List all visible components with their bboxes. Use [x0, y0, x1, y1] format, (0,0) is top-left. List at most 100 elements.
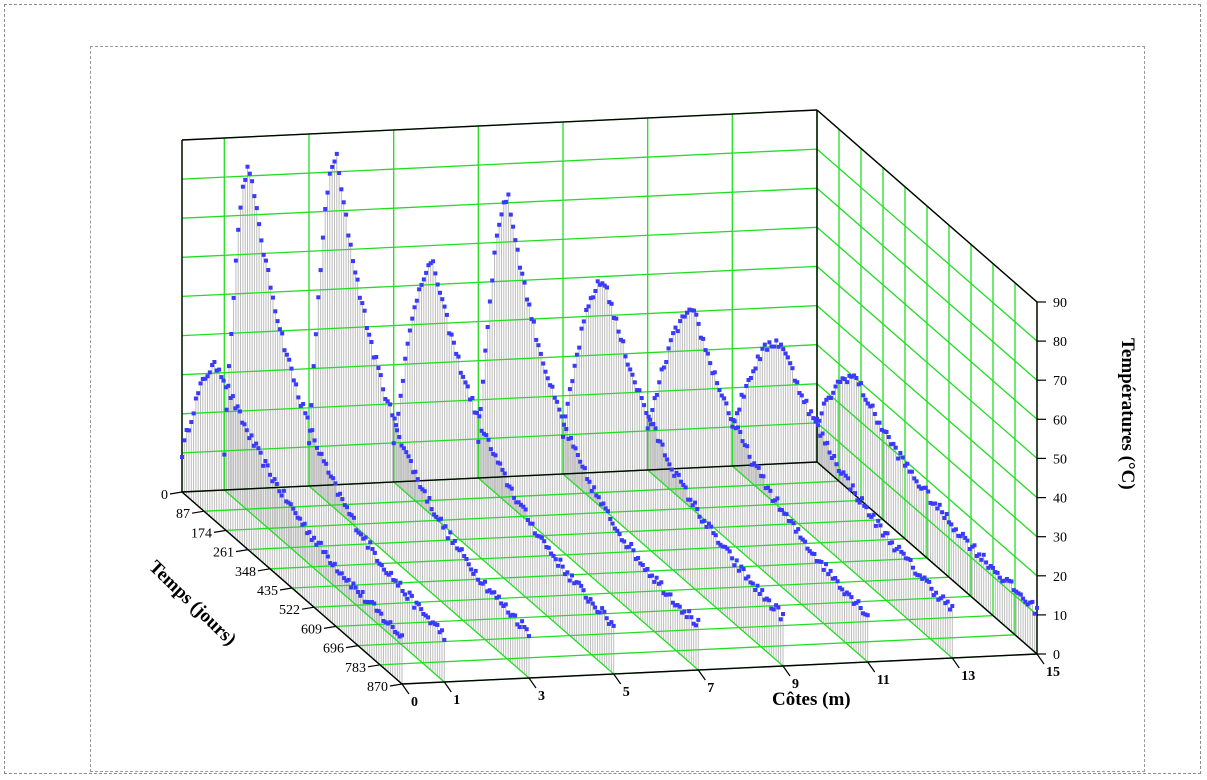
y-tick-mark-6	[301, 606, 315, 610]
data-point-0-73	[349, 585, 354, 590]
data-point-5-43	[660, 442, 665, 447]
data-point-7-67	[885, 531, 890, 536]
data-point-8-70	[977, 552, 982, 557]
data-point-4-70	[638, 561, 643, 566]
data-point-3-28	[456, 354, 461, 359]
data-point-2-53	[429, 507, 434, 512]
data-point-1-41	[317, 451, 322, 456]
data-point-6-49	[759, 473, 764, 478]
data-point-2-81	[494, 595, 499, 600]
data-point-1-47	[331, 476, 336, 481]
data-point-0-14	[212, 360, 217, 364]
data-point-2-69	[466, 562, 471, 567]
data-point-0-74	[351, 581, 356, 586]
data-point-5-8	[579, 326, 584, 331]
frame-edge-0	[181, 461, 818, 493]
x-tick-label-1: 1	[453, 693, 460, 708]
data-point-2-87	[508, 613, 513, 618]
data-point-0-91	[390, 625, 395, 629]
data-point-1-56	[352, 515, 356, 520]
data-point-1-91	[433, 622, 438, 627]
data-point-6-74	[817, 559, 821, 564]
data-point-6-70	[807, 549, 812, 554]
data-point-3-20	[438, 290, 442, 295]
data-point-7-0	[730, 424, 735, 429]
data-point-3-38	[479, 428, 484, 433]
data-point-5-84	[755, 583, 760, 588]
data-point-2-92	[520, 619, 525, 624]
data-point-4-93	[691, 621, 696, 626]
data-point-2-82	[496, 594, 501, 599]
x-tick-label-8: 15	[1046, 665, 1060, 680]
data-point-3-19	[435, 282, 440, 287]
data-point-1-15	[257, 222, 262, 227]
data-point-4-3	[483, 348, 488, 353]
data-point-8-90	[1023, 599, 1028, 604]
data-point-1-78	[403, 592, 407, 597]
z-tick-label-7: 70	[1053, 374, 1067, 389]
data-point-6-72	[812, 552, 817, 556]
data-point-0-41	[274, 482, 279, 486]
data-point-5-76	[737, 568, 741, 573]
data-point-6-57	[777, 507, 782, 512]
data-point-3-48	[502, 471, 507, 476]
data-point-1-48	[333, 481, 338, 486]
floor-gridline-t-1	[203, 480, 840, 512]
data-point-3-6	[405, 341, 410, 346]
data-point-8-55	[942, 516, 947, 520]
y-tick-mark-4	[257, 568, 271, 572]
data-point-5-21	[609, 301, 614, 306]
x-tick-label-2: 3	[538, 689, 545, 704]
data-point-0-38	[268, 472, 272, 477]
data-point-0-95	[400, 633, 404, 638]
data-point-1-82	[412, 605, 417, 610]
data-point-7-55	[857, 500, 862, 505]
data-point-2-17	[346, 233, 351, 238]
data-point-8-35	[896, 456, 901, 461]
data-point-8-66	[967, 547, 972, 551]
data-point-8-73	[984, 560, 989, 565]
x-tick-label-7: 13	[961, 669, 975, 684]
data-point-5-14	[593, 289, 598, 293]
data-point-8-68	[972, 543, 977, 548]
data-point-2-35	[388, 402, 393, 407]
data-point-2-29	[374, 355, 379, 359]
data-point-2-15	[341, 200, 346, 205]
data-point-1-43	[321, 459, 326, 464]
data-point-7-7	[746, 378, 751, 382]
x-tick-mark-1	[443, 681, 452, 693]
data-point-7-19	[774, 338, 779, 343]
data-point-4-15	[511, 224, 516, 229]
data-point-7-9	[751, 369, 756, 374]
data-point-1-75	[396, 583, 400, 588]
data-point-8-1	[817, 418, 822, 423]
data-point-4-1	[478, 407, 483, 411]
data-point-2-38	[395, 428, 399, 433]
data-point-6-38	[733, 426, 738, 431]
back-wall-gridline-z-4	[181, 304, 818, 337]
data-point-2-49	[420, 487, 425, 492]
data-point-0-84	[374, 608, 379, 613]
data-point-2-3	[313, 332, 318, 337]
x-tick-label-5: 9	[792, 677, 799, 692]
data-point-3-64	[539, 535, 544, 540]
data-point-7-36	[813, 419, 818, 424]
data-point-2-10	[330, 164, 335, 169]
data-point-1-17	[261, 252, 266, 257]
data-point-7-74	[901, 551, 906, 556]
floor-gridline-t-9	[379, 634, 1016, 666]
data-point-4-7	[492, 250, 497, 255]
data-point-0-36	[263, 459, 268, 463]
data-point-0-22	[230, 394, 235, 399]
data-point-5-1	[563, 414, 568, 419]
data-point-6-12	[673, 325, 678, 330]
data-point-6-10	[668, 338, 673, 343]
data-point-1-72	[389, 570, 394, 575]
back-wall-gridline-z-7	[181, 187, 818, 219]
data-point-4-50	[592, 485, 597, 490]
data-point-5-42	[658, 439, 663, 444]
data-point-2-27	[369, 340, 374, 344]
data-point-8-69	[974, 554, 979, 558]
data-point-3-79	[574, 580, 579, 585]
